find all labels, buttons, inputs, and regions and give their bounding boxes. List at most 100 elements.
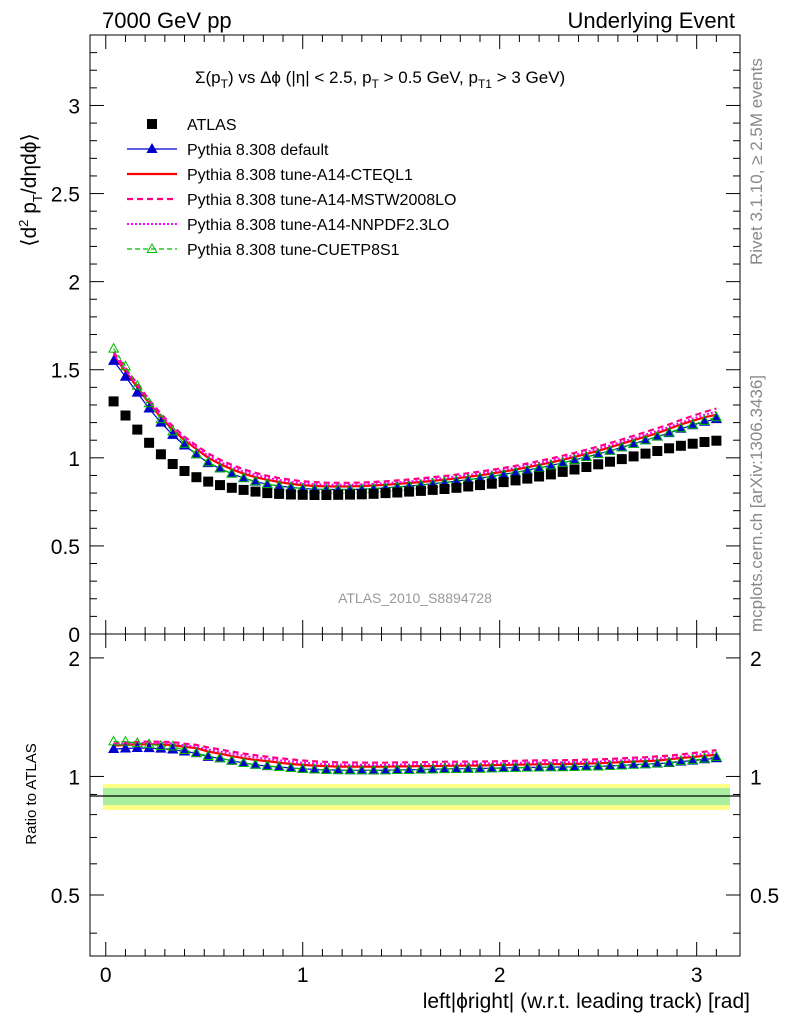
series-atlas-point	[427, 484, 438, 495]
legend-item-nnpdf: Pythia 8.308 tune-A14-NNPDF2.3LO	[127, 217, 449, 234]
series-cuetp8s1-ratio-point	[131, 737, 143, 748]
series-cuetp8s1-ratio-point	[698, 752, 711, 763]
series-atlas-point	[463, 481, 474, 492]
main-axis-ticks: 0 0.5 1 1.5 2 2.5 3	[51, 35, 740, 647]
ratio-frame	[89, 633, 741, 957]
watermark: ATLAS_2010_S8894728	[338, 590, 492, 606]
series-nnpdf-ratio-line	[113, 741, 717, 766]
series-cuetp8s1-point	[687, 418, 699, 429]
ratio-ytick-label-right: 2	[750, 648, 762, 671]
svg-text:⟨d2 pT/dηdϕ⟩: ⟨d2 pT/dηdϕ⟩	[16, 133, 45, 246]
series-cuetp8s1-ratio-point	[238, 756, 250, 767]
series-cuetp8s1-point	[155, 413, 167, 424]
series-atlas-point	[392, 487, 403, 498]
series-cuetp8s1-point	[628, 437, 640, 448]
series-atlas-point	[155, 449, 166, 460]
series-cuetp8s1-ratio-point	[533, 761, 545, 772]
series-cuetp8s1-ratio-point	[391, 763, 403, 774]
series-atlas-point	[191, 472, 202, 483]
series-cuetp8s1-ratio-point	[675, 755, 687, 766]
series-cuetp8s1-ratio-point	[639, 758, 652, 769]
series-atlas-point	[569, 464, 580, 475]
legend-label: Pythia 8.308 default	[187, 142, 329, 159]
legend-item-mstw: Pythia 8.308 tune-A14-MSTW2008LO	[127, 192, 456, 209]
ratio-ylabel: Ratio to ATLAS	[23, 743, 40, 844]
series-atlas-point	[451, 482, 462, 493]
series-atlas-point	[404, 486, 415, 497]
legend-item-cteql1: Pythia 8.308 tune-A14-CTEQL1	[127, 167, 413, 184]
series-cuetp8s1-ratio-point	[687, 754, 699, 765]
series-cteql1-line	[112, 354, 717, 488]
ratio-ytick-label: 0.5	[51, 885, 80, 908]
series-atlas-point	[203, 476, 214, 487]
series-cuetp8s1-ratio-point	[438, 763, 451, 774]
series-cuetp8s1-ratio-point	[651, 757, 663, 768]
series-atlas-point	[274, 488, 285, 499]
series-cuetp8s1-ratio-point	[119, 735, 132, 746]
series-cuetp8s1-point	[663, 426, 675, 437]
legend-label: Pythia 8.308 tune-A14-MSTW2008LO	[187, 192, 456, 209]
legend-label: Pythia 8.308 tune-CUETP8S1	[187, 242, 400, 259]
series-atlas-point	[297, 489, 308, 500]
header-right: Underlying Event	[567, 8, 735, 33]
series-cuetp8s1-ratio-point	[604, 759, 616, 770]
series-cuetp8s1-ratio-point	[450, 762, 462, 773]
series-atlas-point	[439, 484, 450, 494]
series-cuetp8s1-point	[202, 456, 214, 467]
series-cuetp8s1-ratio-point	[663, 756, 675, 767]
series-cuetp8s1-ratio-point	[379, 764, 392, 775]
series-cuetp8s1-ratio-point	[344, 764, 356, 775]
series-cuetp8s1-ratio-point	[415, 763, 427, 774]
series-atlas-point	[415, 485, 426, 496]
series-cuetp8s1-ratio-point	[710, 750, 722, 761]
series-cuetp8s1-ratio-point	[143, 738, 155, 749]
series-cuetp8s1-ratio-point	[308, 763, 321, 774]
series-cuetp8s1-point	[675, 422, 687, 433]
series-atlas-point	[226, 482, 237, 493]
series-cuetp8s1-ratio-point	[261, 759, 273, 770]
main-ylabel: ⟨d2 pT/dηdϕ⟩	[16, 133, 45, 246]
series-default-point	[143, 402, 155, 413]
series-atlas-point	[664, 443, 675, 454]
series-cuetp8s1-ratio-point	[580, 760, 592, 771]
series-cuetp8s1-ratio-point	[108, 735, 120, 746]
series-default-point	[155, 416, 167, 427]
series-cuetp8s1-point	[214, 462, 226, 473]
main-ytick-label: 3	[68, 95, 80, 118]
series-atlas-point	[557, 466, 568, 477]
main-panel: 0 0.5 1 1.5 2 2.5 3 ATLAS_2010_S8894728	[51, 34, 741, 647]
series-atlas-point	[581, 462, 592, 472]
series-atlas-point	[545, 469, 556, 480]
series-cuetp8s1-ratio-point	[285, 761, 297, 773]
series-atlas-point	[687, 438, 698, 449]
series-cuetp8s1-ratio-point	[486, 762, 498, 773]
legend-label: ATLAS	[187, 117, 237, 134]
legend-marker	[146, 242, 158, 253]
series-atlas-point	[179, 466, 190, 476]
series-atlas-point	[262, 488, 273, 499]
series-cuetp8s1-ratio-point	[628, 758, 640, 769]
series-atlas-point	[652, 446, 663, 456]
series-atlas-point	[711, 435, 722, 446]
series-atlas-point	[238, 484, 249, 495]
series-atlas-point	[309, 490, 320, 500]
series-atlas-point	[522, 473, 533, 484]
series-atlas-point	[333, 489, 344, 500]
series-cuetp8s1-point	[226, 467, 238, 478]
ratio-ytick-label-right: 1	[750, 766, 762, 789]
series-cuetp8s1-ratio-point	[498, 762, 510, 773]
series-cuetp8s1-ratio-point	[155, 739, 167, 750]
xtick-label: 2	[494, 964, 506, 987]
series-atlas-point	[250, 486, 261, 497]
series-atlas-point	[510, 475, 521, 486]
series-cuetp8s1-point	[698, 414, 711, 425]
series-cuetp8s1-ratio-point	[356, 764, 368, 775]
series-cuetp8s1-ratio-point	[509, 761, 522, 772]
series-cuetp8s1-ratio-point	[190, 747, 202, 758]
series-cuetp8s1-point	[710, 411, 722, 422]
legend-item-atlas: ATLAS	[147, 117, 237, 134]
series-atlas-point	[285, 489, 296, 500]
legend-item-cuetp8s1: Pythia 8.308 tune-CUETP8S1	[127, 242, 400, 259]
series-default-ratio-point	[108, 742, 120, 753]
series-atlas-point	[498, 477, 509, 488]
